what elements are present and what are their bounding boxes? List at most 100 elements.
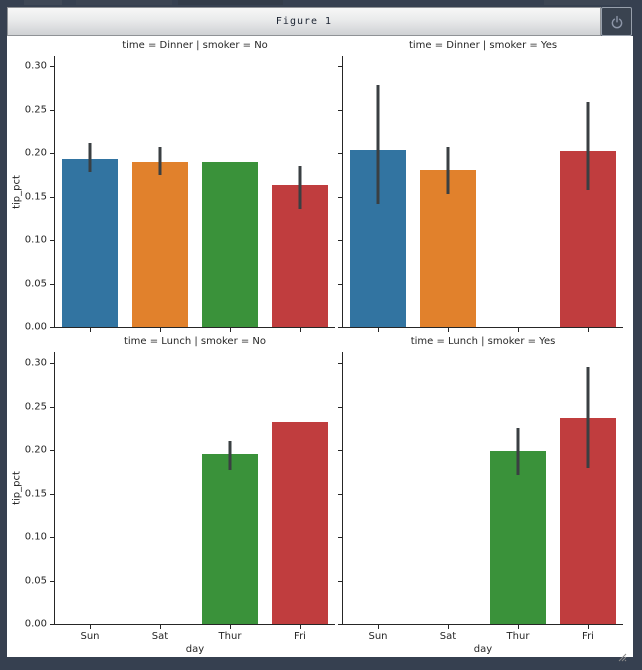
- y-tick: [50, 327, 54, 328]
- y-tick: [338, 66, 342, 67]
- y-tick: [338, 493, 342, 495]
- x-tick-label: Thur: [218, 631, 242, 642]
- y-tick: [50, 240, 54, 241]
- figure-titlebar: Figure 1: [7, 7, 601, 36]
- bar-fri: [560, 417, 616, 624]
- resize-grip-icon: [618, 653, 627, 662]
- figure-canvas[interactable]: time = Dinner | smoker = No 0.00 0.05 0.10 0…: [7, 36, 633, 662]
- y-tick: [338, 406, 342, 408]
- y-tick: [338, 363, 342, 364]
- x-axis-spine: [342, 327, 623, 328]
- bar-fri: [272, 185, 328, 327]
- x-tick: [378, 625, 379, 629]
- bar-thur: [202, 454, 258, 624]
- power-button[interactable]: [601, 7, 632, 36]
- y-tick: [338, 240, 342, 241]
- resize-grip[interactable]: [618, 647, 627, 662]
- bar-fri: [560, 151, 616, 327]
- x-axis-spine: [54, 327, 335, 328]
- x-axis-label: day: [473, 644, 493, 655]
- x-tick: [518, 328, 519, 332]
- x-tick: [230, 625, 231, 629]
- window-top-fragment: [544, 0, 620, 5]
- y-tick-label: 0.00: [24, 618, 47, 630]
- x-tick: [90, 328, 91, 332]
- x-tick: [300, 625, 301, 629]
- y-tick-label: 0.15: [24, 191, 47, 202]
- y-axis-label: tip_pct: [11, 471, 23, 505]
- error-bar-thur: [228, 441, 232, 470]
- y-tick: [50, 363, 54, 364]
- subplot-lunch-no: time = Lunch | smoker = No 0.00 0.05 0.10 0.…: [7, 36, 633, 657]
- y-tick: [338, 580, 342, 582]
- y-tick: [338, 450, 342, 451]
- y-tick-label: 0.05: [24, 278, 47, 289]
- x-tick-label: Sat: [151, 631, 169, 642]
- y-tick: [338, 537, 342, 538]
- bar-thur: [490, 450, 546, 624]
- facet-title: time = Dinner | smoker = Yes: [408, 40, 558, 51]
- power-icon: [611, 15, 622, 28]
- window-top-fragment: [76, 0, 172, 5]
- y-tick-label: 0.25: [24, 104, 47, 115]
- x-tick: [448, 625, 449, 629]
- y-axis-spine: [342, 352, 343, 625]
- error-bar-sat: [446, 146, 450, 194]
- bar-sun: [350, 150, 406, 327]
- error-bar-sun: [88, 143, 92, 173]
- window-top-fragment: [24, 0, 62, 5]
- error-bar-sat: [158, 146, 162, 175]
- y-tick-label: 0.20: [24, 147, 47, 159]
- error-bar-fri: [586, 367, 590, 469]
- y-tick-label: 0.05: [24, 575, 47, 586]
- x-tick: [300, 328, 301, 332]
- window-top-fragment: [178, 0, 283, 5]
- x-tick-label: Sun: [80, 631, 100, 642]
- y-tick-label: 0.10: [24, 531, 47, 543]
- y-tick: [50, 406, 54, 408]
- x-tick: [230, 328, 231, 332]
- facet-title: time = Lunch | smoker = No: [123, 336, 267, 347]
- y-tick: [338, 109, 342, 111]
- x-tick: [160, 625, 161, 629]
- bar-thur: [202, 161, 258, 327]
- figure-title: Figure 1: [275, 16, 333, 27]
- x-tick-label: Sun: [368, 631, 388, 642]
- x-tick: [378, 328, 379, 332]
- y-tick-label: 0.25: [24, 401, 47, 412]
- x-axis-label: day: [185, 644, 205, 655]
- error-bar-thur: [516, 428, 520, 476]
- x-axis-spine: [342, 624, 623, 625]
- y-tick: [50, 66, 54, 67]
- y-tick: [50, 109, 54, 111]
- bar-fri: [272, 422, 328, 624]
- y-tick: [338, 196, 342, 198]
- y-tick-label: 0.20: [24, 444, 47, 456]
- y-tick: [338, 283, 342, 285]
- y-tick: [338, 153, 342, 154]
- y-tick-label: 0.10: [24, 234, 47, 246]
- x-tick-label: Sat: [439, 631, 457, 642]
- y-tick: [50, 493, 54, 495]
- x-tick: [448, 328, 449, 332]
- x-tick: [90, 625, 91, 629]
- subplot-dinner-yes: time = Dinner | smoker = Yes: [7, 36, 633, 657]
- subplot-dinner-no: time = Dinner | smoker = No 0.00 0.05 0.10 0…: [7, 36, 633, 657]
- y-tick-label: 0.15: [24, 488, 47, 499]
- y-tick-label: 0.30: [24, 357, 47, 369]
- y-tick: [338, 327, 342, 328]
- x-tick: [160, 328, 161, 332]
- x-tick-label: Fri: [582, 631, 594, 642]
- y-axis-spine: [54, 56, 55, 328]
- x-axis-spine: [54, 624, 335, 625]
- subplot-lunch-yes: time = Lunch | smoker = Yes Sun Sat Thur Fri…: [7, 36, 633, 657]
- x-tick: [588, 328, 589, 332]
- facet-title: time = Lunch | smoker = Yes: [410, 336, 556, 347]
- y-tick: [338, 624, 342, 625]
- bar-sat: [420, 170, 476, 327]
- x-tick-label: Fri: [294, 631, 306, 642]
- y-tick-label: 0.00: [24, 321, 47, 333]
- y-tick-label: 0.30: [24, 60, 47, 72]
- bar-sat: [132, 161, 188, 327]
